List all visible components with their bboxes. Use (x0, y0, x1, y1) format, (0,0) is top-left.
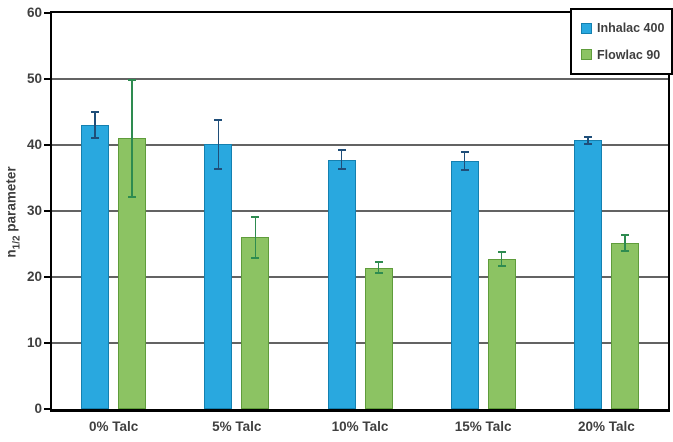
bar-inhalac-400-5%-talc (204, 144, 233, 409)
y-tick-label: 30 (26, 203, 42, 218)
error-bar-cap (460, 150, 469, 153)
error-bar-cap (337, 168, 346, 171)
error-bar-cap (214, 118, 223, 121)
bar-flowlac-90-20%-talc (610, 242, 639, 409)
error-bar (131, 79, 133, 198)
legend-item-inhalac-400: Inhalac 400 (581, 21, 669, 35)
legend-label: Inhalac 400 (597, 21, 665, 36)
error-bar (254, 216, 257, 258)
legend-item-flowlac-90: Flowlac 90 (581, 48, 669, 62)
error-bar (377, 262, 380, 274)
y-axis-title-rest: parameter (3, 166, 19, 236)
legend-swatch-blue-icon (581, 22, 592, 34)
error-bar-cap (583, 136, 592, 139)
y-axis-title-base: n (3, 249, 19, 258)
y-axis-tick-mark (44, 144, 50, 146)
y-axis-tick-mark (44, 342, 50, 344)
bar-flowlac-90-15%-talc (487, 259, 516, 409)
bar-inhalac-400-0%-talc (81, 125, 110, 409)
y-axis-tick-mark (44, 12, 50, 14)
error-bar-cap (91, 111, 100, 113)
bar-flowlac-90-10%-talc (364, 267, 393, 409)
legend-swatch-green-icon (581, 49, 592, 61)
y-tick-label: 40 (26, 137, 42, 152)
error-bar-cap (460, 169, 469, 172)
error-bar (217, 119, 220, 169)
error-bar-cap (620, 249, 629, 252)
y-axis-tick-mark (44, 408, 50, 410)
error-bar-cap (337, 148, 346, 151)
y-axis-tick-mark (44, 210, 50, 212)
bar-inhalac-400-20%-talc (573, 140, 602, 409)
gridline (52, 78, 668, 80)
bar-inhalac-400-15%-talc (450, 160, 479, 409)
error-bar (94, 112, 96, 139)
error-bar (624, 234, 626, 251)
error-bar-cap (251, 215, 260, 218)
x-tick-label: 0% Talc (88, 419, 139, 434)
error-bar-cap (128, 196, 137, 199)
y-tick-label: 20 (26, 269, 42, 284)
error-bar (500, 251, 503, 267)
error-bar-cap (128, 78, 137, 81)
gridline (52, 342, 668, 344)
y-axis-tick-mark (44, 78, 50, 80)
error-bar-cap (497, 265, 506, 268)
y-tick-label: 60 (26, 5, 42, 20)
y-tick-label: 0 (34, 401, 42, 416)
error-bar-cap (251, 256, 260, 259)
error-bar (340, 149, 343, 170)
plot-area (50, 11, 670, 412)
x-tick-label: 10% Talc (331, 419, 389, 434)
error-bar-cap (91, 137, 100, 140)
error-bar-cap (583, 142, 592, 145)
gridline (52, 276, 668, 278)
x-tick-label: 5% Talc (212, 419, 262, 434)
y-tick-label: 50 (26, 71, 42, 86)
error-bar-cap (620, 233, 629, 236)
error-bar (587, 137, 589, 144)
error-bar-cap (374, 261, 383, 264)
y-tick-label: 10 (26, 335, 42, 350)
gridline (52, 210, 668, 212)
x-tick-label: 15% Talc (454, 419, 512, 434)
bar-flowlac-90-5%-talc (241, 237, 270, 409)
error-bar-cap (214, 167, 223, 170)
bar-inhalac-400-10%-talc (327, 159, 356, 409)
error-bar-cap (374, 272, 383, 275)
gridline (52, 144, 668, 146)
legend: Inhalac 400 Flowlac 90 (570, 8, 673, 75)
error-bar-cap (497, 250, 506, 253)
x-tick-label: 20% Talc (577, 419, 635, 434)
y-axis-title-subscript: 1/2 (11, 235, 23, 250)
legend-label: Flowlac 90 (597, 47, 661, 62)
y-axis-tick-mark (44, 276, 50, 278)
error-bar (463, 151, 466, 171)
